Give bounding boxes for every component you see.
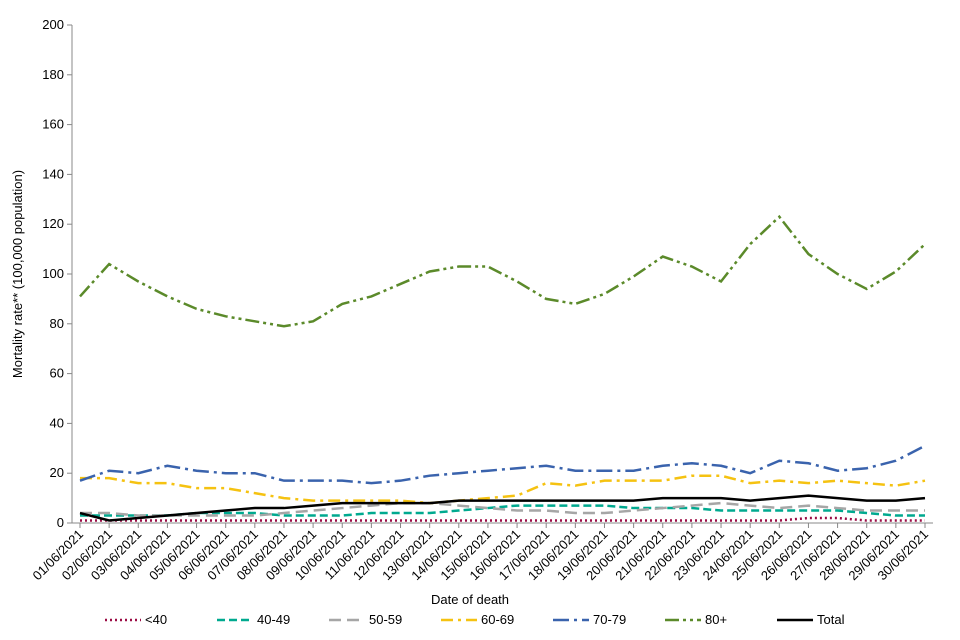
legend-label: 80+ <box>705 612 727 627</box>
legend-label: Total <box>817 612 845 627</box>
series-line <box>79 494 926 522</box>
legend-label: 60-69 <box>481 612 514 627</box>
y-tick-label: 40 <box>50 415 64 430</box>
y-tick-label: 140 <box>42 166 64 181</box>
y-tick-label: 180 <box>42 67 64 82</box>
legend-label: 40-49 <box>257 612 290 627</box>
series-line <box>80 501 925 517</box>
y-tick-label: 20 <box>50 465 64 480</box>
y-tick-label: 120 <box>42 216 64 231</box>
series-line <box>80 504 925 517</box>
series-line <box>79 214 926 328</box>
series-line <box>80 516 925 522</box>
y-tick-label: 60 <box>50 366 64 381</box>
series-line <box>80 474 926 505</box>
y-tick-label: 160 <box>42 117 64 132</box>
x-axis-label: Date of death <box>431 592 509 607</box>
legend-label: <40 <box>145 612 167 627</box>
y-axis-label: Mortality rate** (100,000 population) <box>10 170 25 378</box>
y-tick-label: 0 <box>57 515 64 530</box>
series-line <box>79 444 926 485</box>
y-tick-label: 100 <box>42 266 64 281</box>
legend-label: 50-59 <box>369 612 402 627</box>
y-tick-label: 80 <box>50 316 64 331</box>
legend-label: 70-79 <box>593 612 626 627</box>
y-tick-label: 200 <box>42 17 64 32</box>
